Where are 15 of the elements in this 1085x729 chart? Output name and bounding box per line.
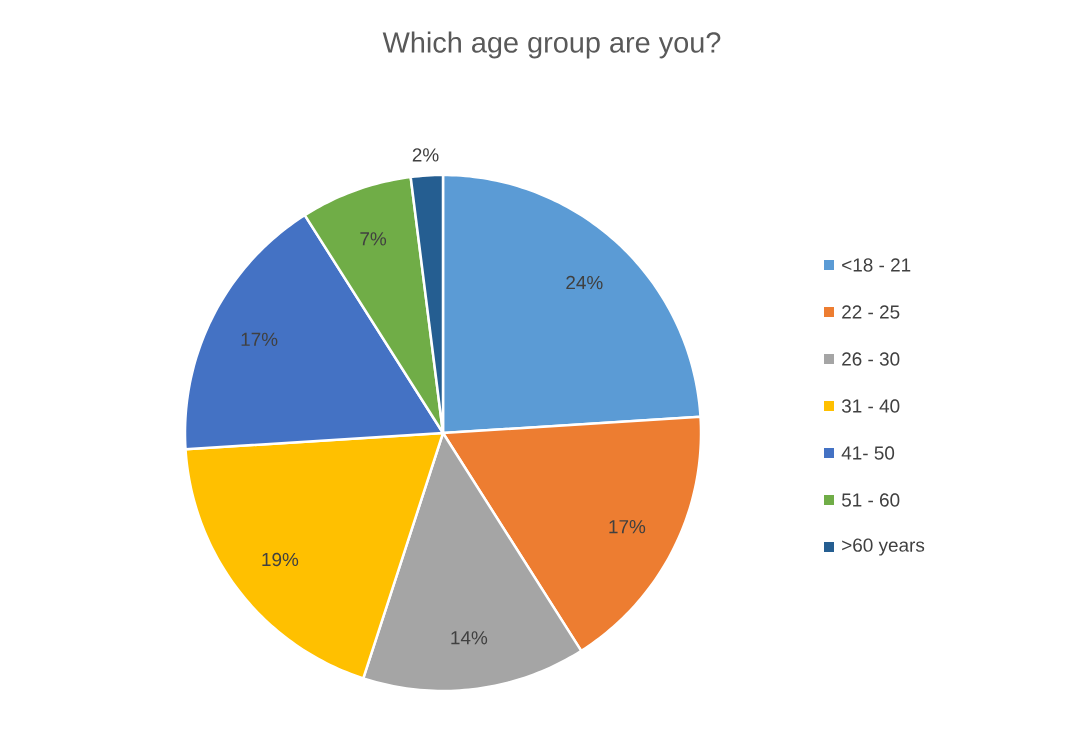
legend-label: 41- 50: [841, 446, 895, 460]
data-label: 24%: [566, 275, 603, 290]
legend-label: 22 - 25: [842, 305, 900, 319]
legend-label: <18 - 21: [842, 258, 911, 272]
data-label: 19%: [262, 552, 299, 567]
legend-label: >60 years: [842, 538, 925, 556]
legend-label: 31 - 40: [841, 399, 900, 413]
data-label: 14%: [451, 631, 488, 645]
chart-title: Which age group are you?: [382, 31, 721, 59]
legend-label: 26 - 30: [842, 352, 900, 366]
legend-label: 51 - 60: [841, 493, 900, 507]
data-label: 7%: [360, 232, 387, 246]
data-label: 17%: [609, 520, 646, 534]
data-label: 17%: [241, 332, 278, 346]
data-label: 2%: [412, 148, 439, 162]
